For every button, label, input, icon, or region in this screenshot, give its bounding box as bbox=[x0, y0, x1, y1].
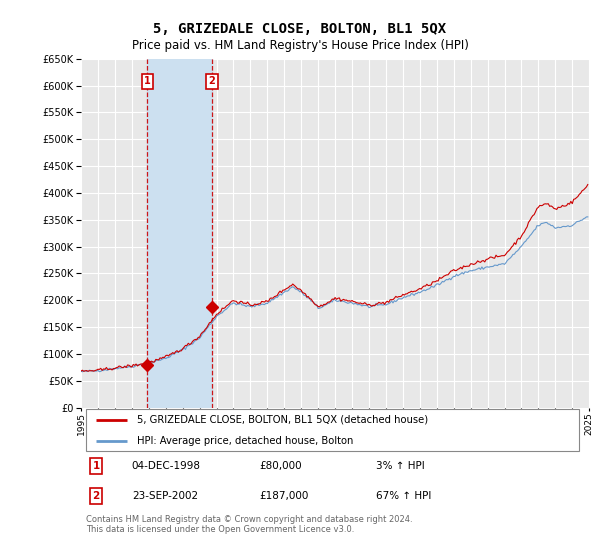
Text: £80,000: £80,000 bbox=[259, 461, 301, 471]
Text: 5, GRIZEDALE CLOSE, BOLTON, BL1 5QX (detached house): 5, GRIZEDALE CLOSE, BOLTON, BL1 5QX (det… bbox=[137, 415, 428, 425]
Text: 2: 2 bbox=[209, 77, 215, 86]
Text: 04-DEC-1998: 04-DEC-1998 bbox=[132, 461, 201, 471]
Text: 3% ↑ HPI: 3% ↑ HPI bbox=[376, 461, 425, 471]
Bar bbox=[148, 59, 212, 408]
Text: 1: 1 bbox=[144, 77, 151, 86]
Text: 5, GRIZEDALE CLOSE, BOLTON, BL1 5QX: 5, GRIZEDALE CLOSE, BOLTON, BL1 5QX bbox=[154, 22, 446, 36]
Text: 23-SEP-2002: 23-SEP-2002 bbox=[132, 491, 198, 501]
Text: HPI: Average price, detached house, Bolton: HPI: Average price, detached house, Bolt… bbox=[137, 436, 353, 446]
Text: Contains HM Land Registry data © Crown copyright and database right 2024.
This d: Contains HM Land Registry data © Crown c… bbox=[86, 515, 413, 534]
Text: 2: 2 bbox=[92, 491, 100, 501]
Text: 1: 1 bbox=[92, 461, 100, 471]
Text: Price paid vs. HM Land Registry's House Price Index (HPI): Price paid vs. HM Land Registry's House … bbox=[131, 39, 469, 52]
Text: 67% ↑ HPI: 67% ↑ HPI bbox=[376, 491, 431, 501]
FancyBboxPatch shape bbox=[86, 409, 579, 451]
Text: £187,000: £187,000 bbox=[259, 491, 308, 501]
